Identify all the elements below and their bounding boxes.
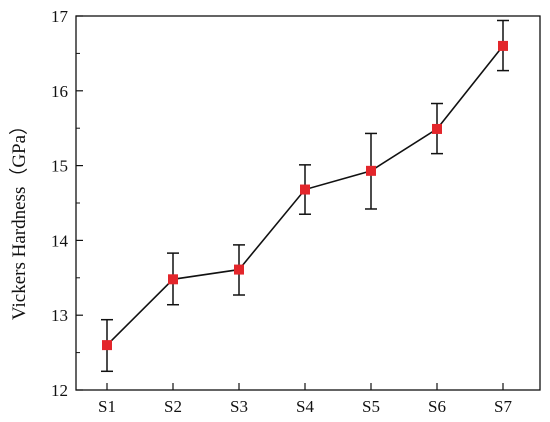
data-point-marker: [168, 274, 178, 285]
plot-frame: [75, 15, 541, 391]
x-tick-label: S1: [98, 397, 116, 416]
plot-area: 12 13 14 15 16 17 S1 S2 S3 S4 S5 S6 S7: [51, 7, 541, 416]
y-tick-label: 12: [51, 381, 68, 400]
x-tick-label: S3: [230, 397, 248, 416]
data-point-marker: [102, 340, 112, 351]
x-tick-label: S5: [362, 397, 380, 416]
y-axis-title: Vickers Hardness（GPa）: [8, 116, 30, 320]
x-tick-label: S7: [494, 397, 512, 416]
data-point-marker: [432, 123, 442, 134]
data-point-marker: [234, 264, 244, 275]
x-tick-label: S2: [164, 397, 182, 416]
data-point-marker: [300, 184, 310, 195]
data-point-marker: [366, 165, 376, 176]
y-tick-label: 13: [51, 306, 68, 325]
data-point-marker: [498, 40, 508, 51]
x-tick-label: S4: [296, 397, 314, 416]
y-tick-label: 16: [51, 82, 68, 101]
x-tick-label: S6: [428, 397, 446, 416]
y-tick-label: 14: [51, 231, 69, 250]
y-tick-label: 15: [51, 157, 68, 176]
y-tick-label: 17: [51, 7, 69, 26]
